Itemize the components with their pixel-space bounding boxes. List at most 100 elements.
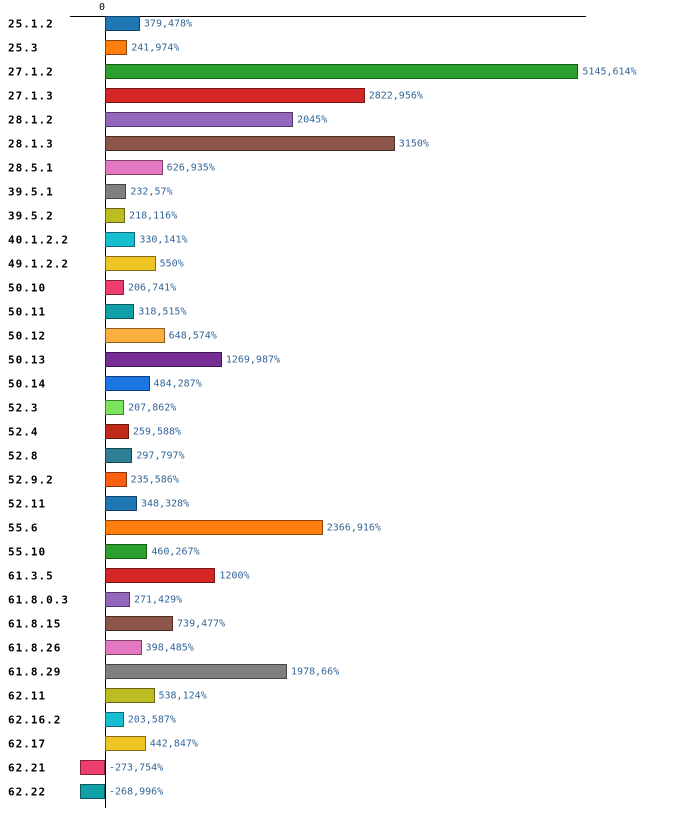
value-label: 271,429% — [133, 594, 183, 606]
bar — [105, 688, 155, 703]
bar — [79, 760, 105, 775]
bar — [105, 304, 135, 319]
value-label: 626,935% — [166, 162, 215, 174]
value-label: 241,974% — [131, 42, 180, 54]
chart-row: 28.1.2 2045% — [0, 108, 700, 132]
value-label: 2045% — [297, 114, 328, 126]
chart-row: 52.8 297,797% — [0, 444, 700, 468]
bar — [105, 376, 150, 391]
value-label: 2366,916% — [326, 522, 381, 534]
bar — [105, 640, 142, 655]
category-label: 39.5.2 — [8, 209, 54, 223]
chart-row: 25.1.2 379,478% — [0, 12, 700, 36]
chart-row: 55.6 2366,916% — [0, 516, 700, 540]
chart-row: 50.12 648,574% — [0, 324, 700, 348]
category-label: 61.8.0.3 — [8, 593, 69, 607]
bar — [105, 64, 579, 79]
bar — [105, 616, 174, 631]
category-label: 50.12 — [8, 329, 47, 343]
bar — [105, 232, 136, 247]
category-label: 52.4 — [8, 425, 39, 439]
bar — [105, 136, 395, 151]
chart-row: 61.8.15 739,477% — [0, 612, 700, 636]
chart-row: 50.14 484,287% — [0, 372, 700, 396]
category-label: 25.1.2 — [8, 17, 54, 31]
bar — [105, 88, 365, 103]
value-label: 484,287% — [153, 378, 202, 390]
category-label: 50.13 — [8, 353, 47, 367]
bar — [105, 472, 127, 487]
chart-row: 61.3.5 1200% — [0, 564, 700, 588]
bar — [105, 568, 216, 583]
category-label: 28.5.1 — [8, 161, 54, 175]
category-label: 62.22 — [8, 785, 47, 799]
category-label: 49.1.2.2 — [8, 257, 69, 271]
value-label: 398,485% — [145, 642, 194, 654]
value-label: 297,797% — [136, 450, 185, 462]
chart-row: 52.9.2 235,586% — [0, 468, 700, 492]
value-label: 1978,66% — [291, 666, 340, 678]
bar — [105, 448, 133, 463]
chart-row: 62.11 538,124% — [0, 684, 700, 708]
value-label: 207,862% — [128, 402, 177, 414]
value-label: 442,847% — [149, 738, 198, 750]
chart-row: 39.5.1 232,57% — [0, 180, 700, 204]
chart-row: 52.3 207,862% — [0, 396, 700, 420]
value-label: 3150% — [398, 138, 429, 150]
chart-row: 62.21 -273,754% — [0, 756, 700, 780]
category-label: 61.8.26 — [8, 641, 62, 655]
category-label: 25.3 — [8, 41, 39, 55]
value-label: 218,116% — [129, 210, 178, 222]
chart-row: 62.22 -268,996% — [0, 780, 700, 804]
value-label: 648,574% — [168, 330, 217, 342]
value-label: 379,478% — [143, 18, 193, 30]
bar — [105, 280, 125, 295]
category-label: 62.16.2 — [8, 713, 62, 727]
category-label: 52.11 — [8, 497, 47, 511]
bar — [105, 592, 130, 607]
bar — [105, 736, 146, 751]
category-label: 55.10 — [8, 545, 47, 559]
bar — [105, 328, 165, 343]
bar — [105, 496, 138, 511]
axis-zero-tick-label: 0 — [99, 2, 106, 13]
chart-row: 62.17 442,847% — [0, 732, 700, 756]
category-label: 61.8.15 — [8, 617, 62, 631]
category-label: 28.1.2 — [8, 113, 54, 127]
category-label: 61.3.5 — [8, 569, 54, 583]
bar — [105, 16, 140, 31]
value-label: 318,515% — [138, 306, 187, 318]
value-label: 538,124% — [158, 690, 207, 702]
value-label: 1269,987% — [225, 354, 281, 366]
chart-row: 27.1.2 5145,614% — [0, 60, 700, 84]
chart-row: 61.8.0.3 271,429% — [0, 588, 700, 612]
chart-row: 61.8.26 398,485% — [0, 636, 700, 660]
category-label: 61.8.29 — [8, 665, 62, 679]
category-label: 62.11 — [8, 689, 47, 703]
chart-row: 52.4 259,588% — [0, 420, 700, 444]
value-label: 235,586% — [130, 474, 179, 486]
chart-row: 62.16.2 203,587% — [0, 708, 700, 732]
value-label: 2822,956% — [368, 90, 423, 102]
chart-row: 27.1.3 2822,956% — [0, 84, 700, 108]
chart-row: 39.5.2 218,116% — [0, 204, 700, 228]
value-label: 348,328% — [141, 498, 190, 510]
bar — [105, 400, 125, 415]
chart-rows: 25.1.2 379,478% 25.3 241,974% 27.1.2 5145,614… — [0, 12, 700, 804]
category-label: 27.1.2 — [8, 65, 54, 79]
category-label: 40.1.2.2 — [8, 233, 69, 247]
category-label: 50.10 — [8, 281, 47, 295]
category-label: 52.9.2 — [8, 473, 54, 487]
category-label: 52.3 — [8, 401, 39, 415]
chart-row: 28.1.3 3150% — [0, 132, 700, 156]
bar — [105, 184, 127, 199]
value-label: 1200% — [219, 570, 250, 582]
value-label: 739,477% — [177, 618, 226, 630]
bar — [105, 424, 129, 439]
bar — [105, 160, 163, 175]
category-label: 55.6 — [8, 521, 39, 535]
category-label: 39.5.1 — [8, 185, 54, 199]
value-label: 5145,614% — [582, 66, 637, 78]
bar — [105, 208, 126, 223]
